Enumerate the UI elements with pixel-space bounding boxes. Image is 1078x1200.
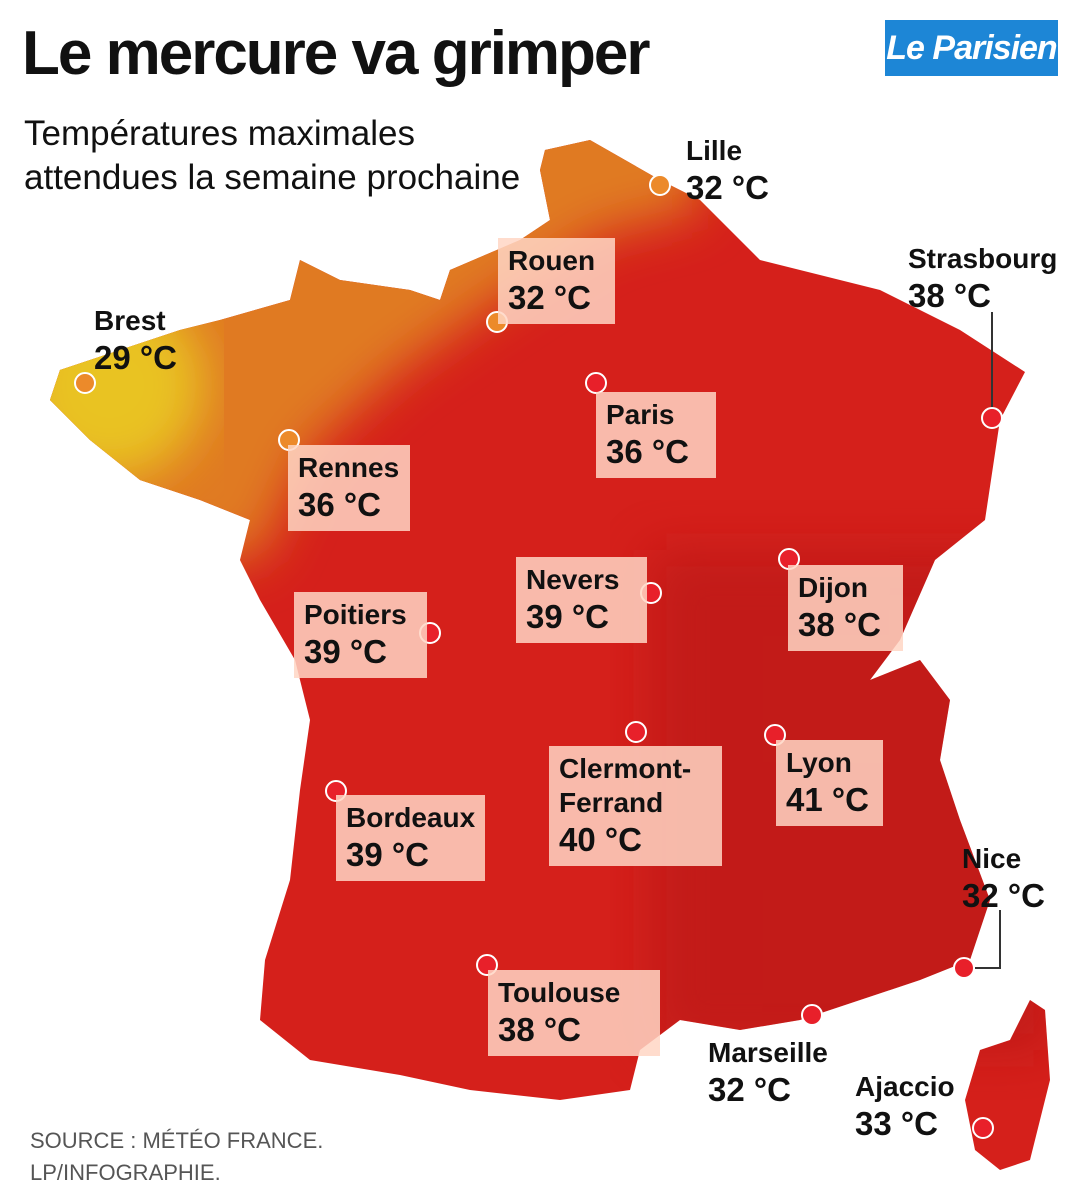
city-label: Paris 36 °C: [596, 392, 716, 478]
city-temp: 32 °C: [508, 279, 591, 316]
city-name: Clermont-Ferrand: [559, 753, 692, 818]
city-temp: 40 °C: [559, 821, 642, 858]
city-name: Rennes: [298, 452, 400, 483]
city-temp: 33 °C: [855, 1105, 938, 1142]
city-label: Rennes 36 °C: [288, 445, 410, 531]
city-name: Rouen: [508, 245, 596, 276]
city-temp: 32 °C: [686, 169, 769, 206]
logo: Le Parisien: [885, 20, 1058, 76]
city-label: Strasbourg 38 °C: [898, 236, 1067, 322]
city-label: Clermont-Ferrand 40 °C: [549, 746, 722, 866]
city-label: Poitiers 39 °C: [294, 592, 427, 678]
city-label: Lyon 41 °C: [776, 740, 883, 826]
footer: SOURCE : MÉTÉO FRANCE. LP/INFOGRAPHIE.: [30, 1125, 323, 1189]
city-label: Nice 32 °C: [952, 836, 1055, 922]
city-temp: 36 °C: [606, 433, 689, 470]
city-name: Toulouse: [498, 977, 621, 1008]
city-name: Paris: [606, 399, 675, 430]
city-temp: 41 °C: [786, 781, 869, 818]
leader-line: [975, 910, 1001, 969]
city-name: Marseille: [708, 1037, 828, 1068]
city-temp: 32 °C: [962, 877, 1045, 914]
city-label: Marseille 32 °C: [698, 1030, 838, 1116]
source: SOURCE : MÉTÉO FRANCE.: [30, 1128, 324, 1153]
city-temp: 38 °C: [908, 277, 991, 314]
city-label: Dijon 38 °C: [788, 565, 903, 651]
city-label: Nevers 39 °C: [516, 557, 647, 643]
credit: LP/INFOGRAPHIE.: [30, 1160, 221, 1185]
city-name: Brest: [94, 305, 166, 336]
city-name: Lille: [686, 135, 743, 166]
city-temp: 29 °C: [94, 339, 177, 376]
city-marker: [972, 1117, 994, 1139]
city-marker: [625, 721, 647, 743]
city-temp: 38 °C: [798, 606, 881, 643]
city-name: Lyon: [786, 747, 852, 778]
city-temp: 32 °C: [708, 1071, 791, 1108]
city-label: Toulouse 38 °C: [488, 970, 660, 1056]
city-name: Strasbourg: [908, 243, 1058, 274]
subtitle: Températures maximales attendues la sema…: [24, 114, 521, 197]
city-label: Bordeaux 39 °C: [336, 795, 485, 881]
city-temp: 39 °C: [304, 633, 387, 670]
city-name: Bordeaux: [346, 802, 476, 833]
city-marker: [585, 372, 607, 394]
city-label: Rouen 32 °C: [498, 238, 615, 324]
city-name: Ajaccio: [855, 1071, 955, 1102]
city-name: Nice: [962, 843, 1022, 874]
city-marker: [74, 372, 96, 394]
city-temp: 39 °C: [526, 598, 609, 635]
city-marker: [801, 1004, 823, 1026]
title: Le mercure va grimper: [22, 19, 651, 88]
city-label: Ajaccio 33 °C: [845, 1064, 965, 1150]
city-marker: [953, 957, 975, 979]
city-marker: [649, 174, 671, 196]
city-marker: [981, 407, 1003, 429]
city-temp: 39 °C: [346, 836, 429, 873]
city-name: Dijon: [798, 572, 868, 603]
city-temp: 36 °C: [298, 486, 381, 523]
city-label: Brest 29 °C: [84, 298, 187, 384]
city-label: Lille 32 °C: [676, 128, 779, 214]
city-name: Nevers: [526, 564, 620, 595]
city-name: Poitiers: [304, 599, 407, 630]
city-temp: 38 °C: [498, 1011, 581, 1048]
